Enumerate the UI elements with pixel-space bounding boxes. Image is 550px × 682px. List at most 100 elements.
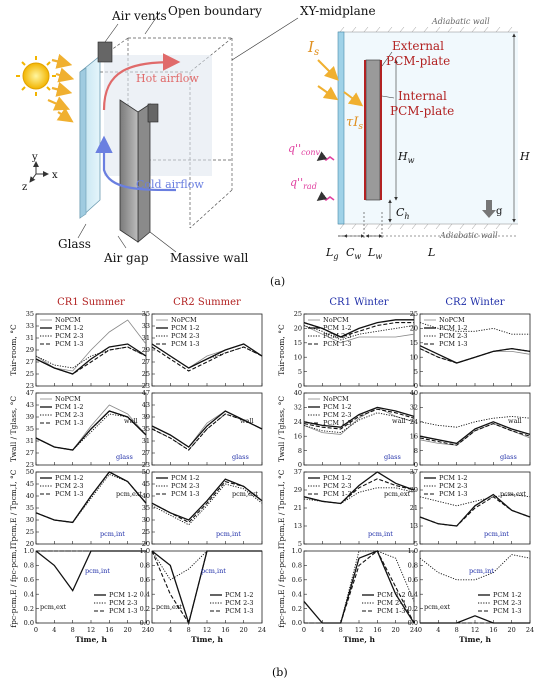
legend-label: PCM 1-2 — [109, 591, 138, 599]
y-tick-label: 21 — [410, 504, 418, 512]
wall-2d — [365, 59, 381, 201]
air-vent-top — [97, 41, 113, 63]
annotation-wall: wall — [240, 417, 254, 425]
y-tick-label: 39 — [26, 413, 34, 421]
y-tick-label: 0.2 — [408, 605, 418, 613]
internal-pcm-label-1: Internal — [398, 89, 447, 103]
y-axis-label: Tpcm,E / Tpcm,I, °C — [9, 469, 18, 546]
legend-label: PCM 2-3 — [55, 482, 84, 490]
y-tick-label: 31 — [142, 437, 150, 445]
x-tick-label: 12 — [471, 626, 479, 634]
series-line — [303, 408, 415, 430]
y-tick-label: 29 — [410, 486, 418, 494]
tau-is-label: τIs — [346, 115, 363, 132]
x-tick-label: 0 — [302, 626, 306, 634]
label-massive-wall: Massive wall — [170, 251, 249, 265]
legend-label: PCM 1-3 — [493, 607, 522, 615]
y-tick-label: 27 — [26, 358, 34, 366]
chart-frame — [35, 550, 147, 624]
ch-label: Ch — [396, 206, 410, 221]
y-tick-label: 0.8 — [24, 562, 34, 570]
g-label: g — [496, 206, 503, 217]
chart-panel: 40 32 24 16 8 0 wall glass — [410, 389, 531, 469]
chart-panel: 47 43 39 35 31 27 23 wall glass — [142, 389, 263, 469]
y-tick-label: 27 — [142, 358, 150, 366]
y-tick-label: 16 — [294, 432, 302, 440]
diagram-3d — [16, 11, 299, 253]
y-tick-label: 33 — [26, 322, 34, 330]
y-tick-label: 5 — [298, 540, 302, 548]
x-axis-label: Time, h — [75, 635, 107, 644]
y-tick-label: 27 — [142, 449, 150, 457]
legend-label: PCM 1-3 — [323, 490, 352, 498]
series-line — [151, 550, 262, 625]
lw-label: Lw — [367, 246, 382, 261]
chart-grid: CR1 Summer CR2 Summer CR1 Winter CR2 Winter… — [9, 297, 534, 644]
annotation-pcm-ext: pcm,ext — [500, 490, 527, 498]
y-tick-label: 40 — [410, 389, 418, 397]
x-tick-label: 20 — [240, 626, 248, 634]
series-line — [303, 325, 415, 344]
y-tick-label: 25 — [26, 528, 34, 536]
chart-panel: 50 45 40 35 30 25 20 Tpcm,E / Tpcm,I, °C PCM 1-2… — [9, 468, 147, 548]
y-tick-label: 0.4 — [408, 590, 418, 598]
y-tick-label: 0 — [414, 461, 418, 469]
x-tick-label: 4 — [436, 626, 440, 634]
legend-label: PCM 2-3 — [55, 411, 84, 419]
label-xy-midplane: XY-midplane — [300, 4, 376, 18]
y-tick-label: 31 — [26, 437, 34, 445]
y-tick-label: 35 — [142, 425, 150, 433]
y-tick-label: 37 — [294, 468, 302, 476]
y-tick-label: 0 — [414, 382, 418, 390]
series-line — [35, 346, 147, 375]
y-tick-label: 37 — [410, 468, 418, 476]
y-tick-label: 0.2 — [140, 605, 150, 613]
y-tick-label: 29 — [142, 346, 150, 354]
y-tick-label: 5 — [414, 368, 418, 376]
y-tick-label: 39 — [142, 413, 150, 421]
series-line — [151, 413, 263, 451]
chart-panel: 0 4 8 12 16 20 24 1.0 0.8 0.6 0.4 0.2 0.0 Time, h fpc-… — [277, 546, 418, 644]
legend-label: PCM 2-3 — [55, 332, 84, 340]
chart-panel: 0 4 8 12 16 20 24 1.0 0.8 0.6 0.4 0.2 0.0 Time, h fpc-… — [9, 546, 150, 644]
label-hot-airflow: Hot airflow — [136, 72, 199, 85]
y-tick-label: 8 — [414, 447, 418, 455]
y-tick-label: 33 — [142, 322, 150, 330]
series-line — [151, 346, 263, 372]
series-line — [35, 410, 147, 451]
x-tick-label: 4 — [168, 626, 172, 634]
legend-label: PCM 1-3 — [439, 340, 468, 348]
y-tick-label: 47 — [142, 389, 150, 397]
y-tick-label: 0 — [298, 461, 302, 469]
y-tick-label: 0.0 — [140, 619, 150, 627]
l-label: L — [427, 246, 435, 259]
y-tick-label: 24 — [410, 418, 418, 426]
x-tick-label: 24 — [142, 626, 150, 634]
y-tick-label: 0.6 — [292, 576, 302, 584]
y-axis-label: Tair-room, °C — [9, 324, 18, 376]
x-axis-label: Time, h — [343, 635, 375, 644]
chart-panel: 0 4 8 12 16 20 24 1.0 0.8 0.6 0.4 0.2 0.0 Time, h PCM … — [408, 547, 534, 644]
legend-label: PCM 1-3 — [323, 340, 352, 348]
y-tick-label: 1.0 — [140, 547, 150, 555]
chart-frame — [419, 313, 531, 387]
legend-label: NoPCM — [55, 395, 81, 403]
massive-wall — [137, 103, 151, 243]
legend-label: PCM 1-3 — [109, 607, 138, 615]
series-line — [35, 473, 147, 523]
x-tick-label: 0 — [418, 626, 422, 634]
y-tick-label: 43 — [26, 401, 34, 409]
annotation-pcm-ext: pcm,ext — [40, 603, 67, 611]
legend-label: PCM 1-3 — [225, 607, 254, 615]
h-label: H — [519, 150, 530, 163]
external-pcm-label-1: External — [392, 39, 444, 53]
y-tick-label: 5 — [414, 540, 418, 548]
series-line — [303, 406, 415, 428]
y-tick-label: 0.6 — [140, 576, 150, 584]
legend-label: PCM 1-3 — [171, 340, 200, 348]
lg-label: Lg — [325, 246, 338, 261]
adiabatic-bottom-label: Adiabatic wall — [439, 231, 498, 240]
y-tick-label: 50 — [142, 468, 150, 476]
